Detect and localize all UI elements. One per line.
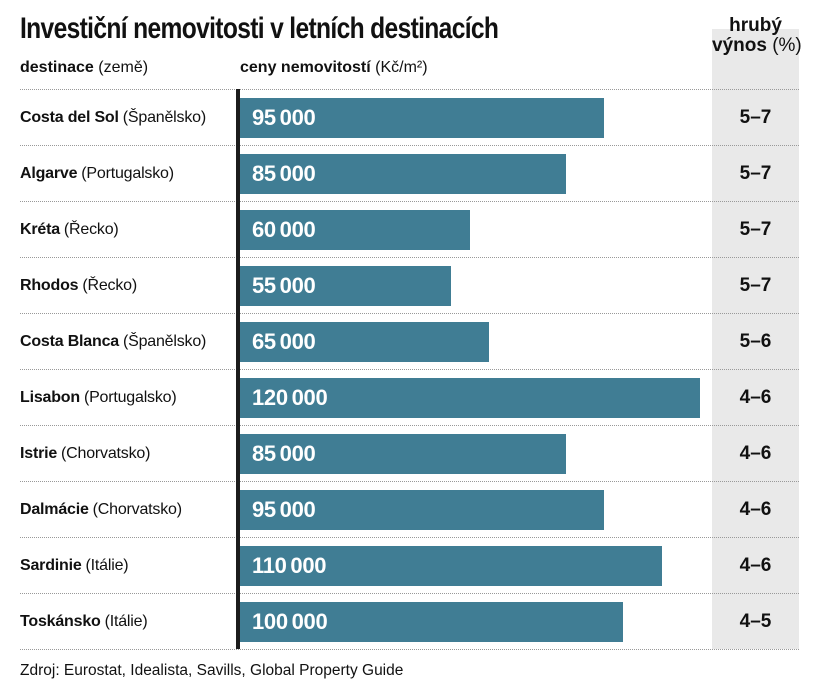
row-destination-label: Lisabon (Portugalsko) [20, 389, 177, 407]
column-header-destination: destinace (země) [20, 59, 148, 77]
column-header-destination-bold: destinace [20, 59, 94, 76]
column-header-destination-unit: (země) [98, 59, 149, 76]
row-destination-country: (Španělsko) [122, 108, 206, 126]
row-destination-country: (Chorvatsko) [92, 500, 182, 518]
source-note: Zdroj: Eurostat, Idealista, Savills, Glo… [20, 662, 404, 679]
row-destination-name: Sardinie [20, 556, 82, 574]
row-destination-label: Istrie (Chorvatsko) [20, 445, 150, 463]
table-row: Lisabon (Portugalsko) 120 000 4–6 [20, 369, 799, 425]
row-destination-label: Kréta (Řecko) [20, 221, 119, 239]
page-title-text: Investiční nemovitosti v letních destina… [20, 12, 499, 45]
bar-value-label: 95 000 [252, 105, 316, 130]
row-destination-name: Kréta [20, 220, 60, 238]
row-destination-country: (Itálie) [104, 612, 148, 630]
row-destination-country: (Řecko) [82, 276, 137, 294]
row-destination-name: Dalmácie [20, 500, 89, 518]
bar-value-label: 85 000 [252, 161, 316, 186]
bar-value-label: 85 000 [252, 441, 316, 466]
column-header-yield-line1: hrubý [729, 15, 782, 36]
row-destination-label: Toskánsko (Itálie) [20, 612, 148, 631]
bar-axis-line [236, 89, 240, 649]
row-destination-name: Toskánsko [20, 612, 101, 630]
column-header-yield-line2: výnos (%) [712, 35, 802, 56]
table-row: Costa Blanca (Španělsko) 65 000 5–6 [20, 313, 799, 369]
bar-value-label: 110 000 [252, 553, 327, 578]
row-yield-value: 4–6 [739, 498, 772, 520]
row-yield-value: 5–7 [739, 162, 772, 184]
row-yield-value: 4–6 [739, 386, 772, 408]
price-bar: 55 000 [240, 266, 451, 306]
price-bar: 110 000 [240, 546, 662, 586]
table-rows: Costa del Sol (Španělsko) 95 000 5–7 Alga… [20, 89, 799, 650]
page-title: Investiční nemovitosti v letních destina… [20, 12, 603, 46]
row-destination-label: Rhodos (Řecko) [20, 277, 137, 295]
row-yield-value: 4–6 [739, 442, 772, 464]
row-destination-name: Algarve [20, 164, 78, 182]
row-destination-name: Costa del Sol [20, 108, 119, 126]
price-bar: 85 000 [240, 154, 566, 194]
row-destination-label: Dalmácie (Chorvatsko) [20, 501, 182, 519]
price-bar: 60 000 [240, 210, 470, 250]
row-destination-name: Costa Blanca [20, 332, 119, 350]
bar-value-label: 120 000 [252, 385, 328, 410]
column-header-price-unit: (Kč/m²) [375, 59, 428, 76]
bar-value-label: 100 000 [252, 609, 328, 634]
table-row: Costa del Sol (Španělsko) 95 000 5–7 [20, 89, 799, 145]
row-destination-name: Lisabon [20, 388, 80, 406]
table-row: Istrie (Chorvatsko) 85 000 4–6 [20, 425, 799, 481]
row-destination-country: (Chorvatsko) [61, 444, 151, 462]
bar-value-label: 65 000 [252, 329, 316, 354]
row-destination-name: Istrie [20, 444, 58, 462]
price-bar: 85 000 [240, 434, 566, 474]
row-destination-label: Costa Blanca (Španělsko) [20, 333, 206, 351]
bar-value-label: 95 000 [252, 497, 316, 522]
row-destination-label: Costa del Sol (Španělsko) [20, 109, 206, 127]
price-bar: 95 000 [240, 490, 604, 530]
row-destination-name: Rhodos [20, 276, 79, 294]
row-destination-label: Sardinie (Itálie) [20, 556, 129, 575]
row-destination-country: (Španělsko) [122, 332, 207, 350]
row-yield-value: 5–6 [739, 330, 772, 352]
column-header-yield: hrubý výnos (%) [712, 15, 802, 56]
row-yield-value: 5–7 [739, 106, 772, 128]
row-destination-country: (Portugalsko) [81, 164, 174, 182]
row-destination-country: (Portugalsko) [83, 388, 177, 406]
table-row: Algarve (Portugalsko) 85 000 5–7 [20, 145, 799, 201]
row-destination-country: (Itálie) [85, 556, 129, 574]
table-row: Sardinie (Itálie) 110 000 4–6 [20, 537, 799, 593]
column-header-price: ceny nemovitostí (Kč/m²) [240, 59, 428, 77]
price-bar: 120 000 [240, 378, 700, 418]
row-yield-value: 5–7 [739, 218, 772, 240]
row-yield-value: 4–6 [739, 554, 772, 576]
table-row: Dalmácie (Chorvatsko) 95 000 4–6 [20, 481, 799, 537]
table-row: Rhodos (Řecko) 55 000 5–7 [20, 257, 799, 313]
yield-column-background [712, 29, 799, 649]
price-bar: 95 000 [240, 98, 604, 138]
row-yield-value: 5–7 [739, 274, 772, 296]
column-header-price-bold: ceny nemovitostí [240, 59, 371, 76]
price-bar: 65 000 [240, 322, 489, 362]
row-destination-label: Algarve (Portugalsko) [20, 165, 174, 183]
table-row: Kréta (Řecko) 60 000 5–7 [20, 201, 799, 257]
bar-value-label: 60 000 [252, 217, 316, 242]
table-row: Toskánsko (Itálie) 100 000 4–5 [20, 593, 799, 649]
bar-value-label: 55 000 [252, 273, 316, 298]
row-destination-country: (Řecko) [63, 220, 119, 238]
row-yield-value: 4–5 [739, 610, 772, 632]
price-bar: 100 000 [240, 602, 623, 642]
